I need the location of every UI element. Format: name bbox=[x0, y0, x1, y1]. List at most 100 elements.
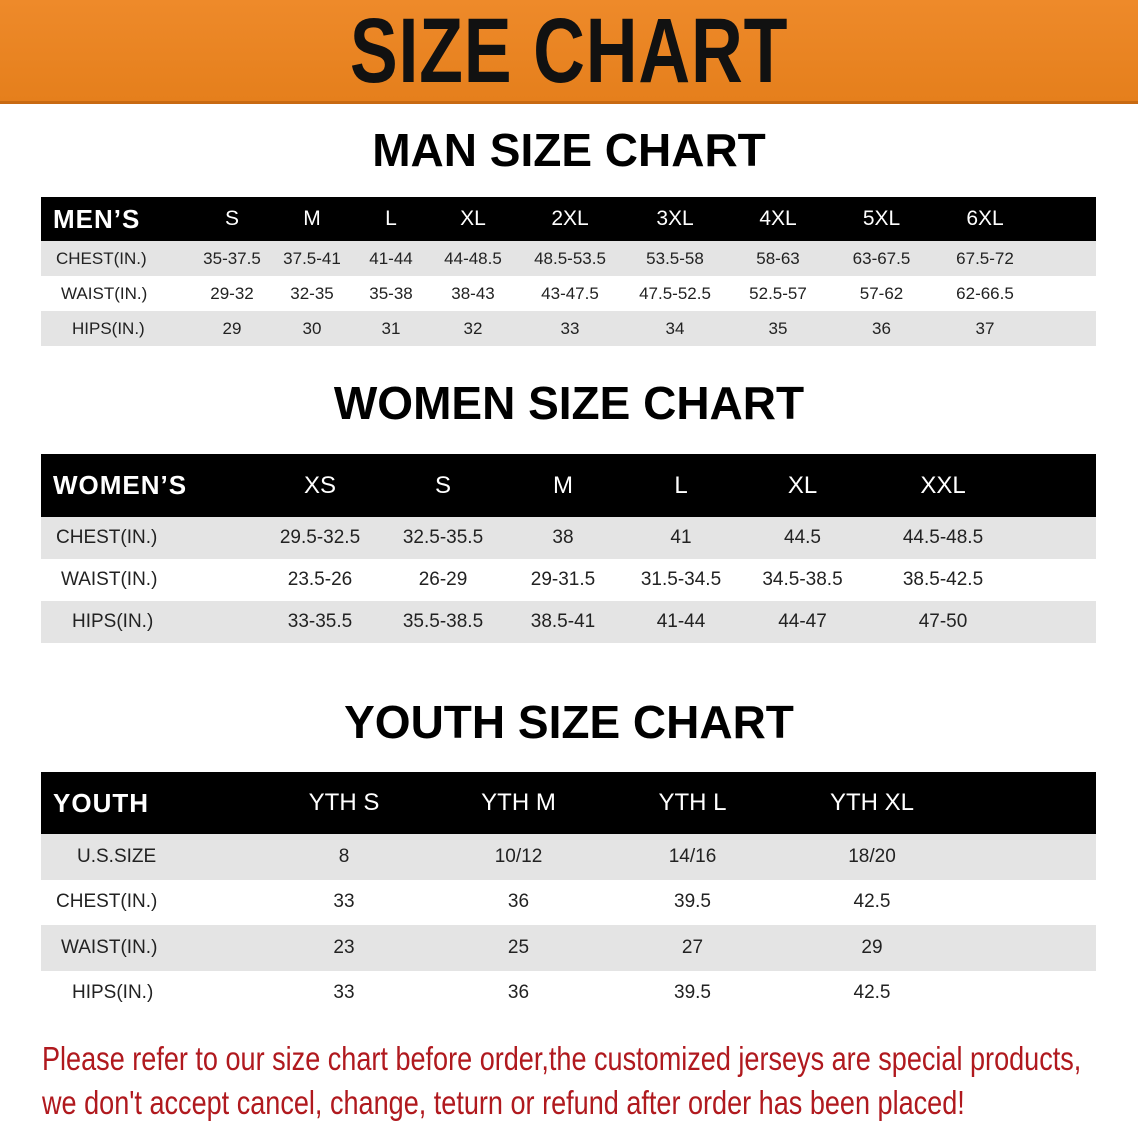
measurement-cell: 29 bbox=[779, 925, 965, 971]
measurement-cell: 30 bbox=[272, 311, 352, 346]
size-column-header: S bbox=[382, 454, 504, 517]
table-row: CHEST(IN.) 29.5-32.5 32.5-35.5 38 41 44.5 44.5… bbox=[41, 517, 1096, 559]
measurement-cell: 41-44 bbox=[352, 241, 430, 276]
measurement-cell: 44-47 bbox=[740, 601, 865, 643]
header-filler bbox=[1021, 454, 1096, 517]
measurement-cell: 10/12 bbox=[431, 834, 606, 880]
measurement-cell: 63-67.5 bbox=[830, 241, 933, 276]
table-header-row: WOMEN’S XS S M L XL XXL bbox=[41, 454, 1096, 517]
measurement-cell: 29.5-32.5 bbox=[258, 517, 382, 559]
row-filler bbox=[1037, 311, 1096, 346]
size-column-header: YTH XL bbox=[779, 772, 965, 834]
measurement-cell: 47-50 bbox=[865, 601, 1021, 643]
measurement-cell: 57-62 bbox=[830, 276, 933, 311]
header-filler bbox=[965, 772, 1096, 834]
table-row: CHEST(IN.) 35-37.5 37.5-41 41-44 44-48.5 48.5… bbox=[41, 241, 1096, 276]
measurement-cell: 36 bbox=[830, 311, 933, 346]
table-row: CHEST(IN.) 33 36 39.5 42.5 bbox=[41, 879, 1096, 925]
size-column-header: YTH L bbox=[606, 772, 779, 834]
measurement-cell: 34.5-38.5 bbox=[740, 559, 865, 601]
measurement-cell: 36 bbox=[431, 879, 606, 925]
table-row: WAIST(IN.) 23.5-26 26-29 29-31.5 31.5-34.5 34… bbox=[41, 559, 1096, 601]
measurement-cell: 41-44 bbox=[622, 601, 740, 643]
measurement-cell: 39.5 bbox=[606, 970, 779, 1016]
row-filler bbox=[1037, 276, 1096, 311]
measurement-cell: 42.5 bbox=[779, 879, 965, 925]
youth-size-table: YOUTH YTH S YTH M YTH L YTH XL U.S.SIZE 8 10/1… bbox=[41, 772, 1096, 1016]
table-row: HIPS(IN.) 33 36 39.5 42.5 bbox=[41, 970, 1096, 1016]
row-label: HIPS(IN.) bbox=[41, 311, 192, 346]
row-label: U.S.SIZE bbox=[41, 834, 257, 880]
measurement-cell: 38.5-41 bbox=[504, 601, 622, 643]
table-header-row: MEN’S S M L XL 2XL 3XL 4XL 5XL 6XL bbox=[41, 197, 1096, 241]
size-column-header: 6XL bbox=[933, 197, 1037, 241]
measurement-cell: 37.5-41 bbox=[272, 241, 352, 276]
size-column-header: YTH S bbox=[257, 772, 431, 834]
table-header-label: YOUTH bbox=[41, 772, 257, 834]
row-filler bbox=[1021, 559, 1096, 601]
size-column-header: 2XL bbox=[516, 197, 624, 241]
table-header-label: MEN’S bbox=[41, 197, 192, 241]
measurement-cell: 29 bbox=[192, 311, 272, 346]
measurement-cell: 31 bbox=[352, 311, 430, 346]
table-row: U.S.SIZE 8 10/12 14/16 18/20 bbox=[41, 834, 1096, 880]
row-label: CHEST(IN.) bbox=[41, 879, 257, 925]
size-column-header: 5XL bbox=[830, 197, 933, 241]
measurement-cell: 18/20 bbox=[779, 834, 965, 880]
row-label: CHEST(IN.) bbox=[41, 241, 192, 276]
youth-section-title: YOUTH SIZE CHART bbox=[344, 696, 794, 748]
measurement-cell: 44.5-48.5 bbox=[865, 517, 1021, 559]
measurement-cell: 53.5-58 bbox=[624, 241, 726, 276]
measurement-cell: 44.5 bbox=[740, 517, 865, 559]
row-filler bbox=[965, 970, 1096, 1016]
measurement-cell: 26-29 bbox=[382, 559, 504, 601]
measurement-cell: 33-35.5 bbox=[258, 601, 382, 643]
measurement-cell: 58-63 bbox=[726, 241, 830, 276]
footer-notice-line-1: Please refer to our size chart before or… bbox=[42, 1040, 1082, 1077]
table-row: WAIST(IN.) 23 25 27 29 bbox=[41, 925, 1096, 971]
men-size-table: MEN’S S M L XL 2XL 3XL 4XL 5XL 6XL CHEST(IN.) 35-3… bbox=[41, 197, 1096, 346]
header-filler bbox=[1037, 197, 1096, 241]
size-column-header: XS bbox=[258, 454, 382, 517]
row-label: WAIST(IN.) bbox=[41, 276, 192, 311]
measurement-cell: 33 bbox=[257, 970, 431, 1016]
measurement-cell: 43-47.5 bbox=[516, 276, 624, 311]
size-column-header: XL bbox=[740, 454, 865, 517]
women-section-title: WOMEN SIZE CHART bbox=[333, 377, 805, 429]
row-filler bbox=[965, 925, 1096, 971]
size-column-header: M bbox=[504, 454, 622, 517]
measurement-cell: 32-35 bbox=[272, 276, 352, 311]
size-column-header: L bbox=[352, 197, 430, 241]
row-filler bbox=[1037, 241, 1096, 276]
measurement-cell: 41 bbox=[622, 517, 740, 559]
table-row: WAIST(IN.) 29-32 32-35 35-38 38-43 43-47.5 47.… bbox=[41, 276, 1096, 311]
table-header-label: WOMEN’S bbox=[41, 454, 258, 517]
measurement-cell: 47.5-52.5 bbox=[624, 276, 726, 311]
women-size-table: WOMEN’S XS S M L XL XXL CHEST(IN.) 29.5-32.5 32.… bbox=[41, 454, 1096, 643]
table-row: HIPS(IN.) 29 30 31 32 33 34 35 36 37 bbox=[41, 311, 1096, 346]
size-column-header: YTH M bbox=[431, 772, 606, 834]
measurement-cell: 48.5-53.5 bbox=[516, 241, 624, 276]
measurement-cell: 67.5-72 bbox=[933, 241, 1037, 276]
measurement-cell: 8 bbox=[257, 834, 431, 880]
measurement-cell: 32 bbox=[430, 311, 516, 346]
measurement-cell: 37 bbox=[933, 311, 1037, 346]
row-filler bbox=[965, 879, 1096, 925]
measurement-cell: 62-66.5 bbox=[933, 276, 1037, 311]
measurement-cell: 44-48.5 bbox=[430, 241, 516, 276]
table-header-row: YOUTH YTH S YTH M YTH L YTH XL bbox=[41, 772, 1096, 834]
measurement-cell: 32.5-35.5 bbox=[382, 517, 504, 559]
size-chart-banner: SIZE CHART bbox=[0, 0, 1138, 104]
measurement-cell: 33 bbox=[516, 311, 624, 346]
row-filler bbox=[965, 834, 1096, 880]
footer-notice-line-2: we don't accept cancel, change, teturn o… bbox=[42, 1084, 965, 1121]
size-column-header: XL bbox=[430, 197, 516, 241]
men-section-title: MAN SIZE CHART bbox=[372, 124, 766, 176]
measurement-cell: 27 bbox=[606, 925, 779, 971]
measurement-cell: 25 bbox=[431, 925, 606, 971]
row-label: CHEST(IN.) bbox=[41, 517, 258, 559]
measurement-cell: 42.5 bbox=[779, 970, 965, 1016]
row-label: WAIST(IN.) bbox=[41, 925, 257, 971]
size-column-header: XXL bbox=[865, 454, 1021, 517]
row-filler bbox=[1021, 517, 1096, 559]
